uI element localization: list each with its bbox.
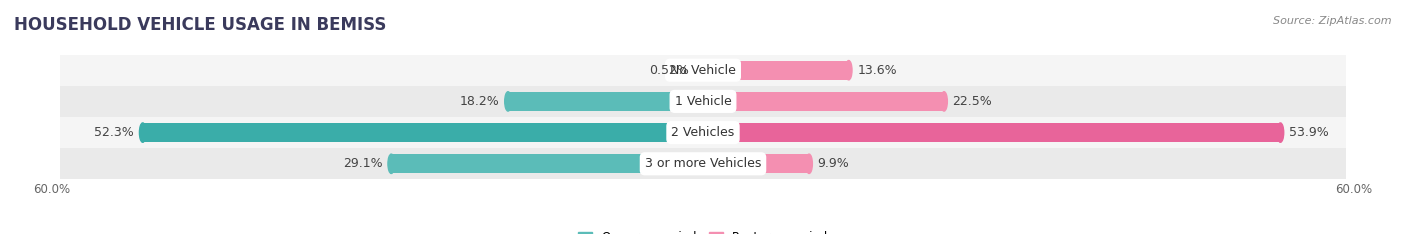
Text: HOUSEHOLD VEHICLE USAGE IN BEMISS: HOUSEHOLD VEHICLE USAGE IN BEMISS [14, 16, 387, 34]
Text: 52.3%: 52.3% [94, 126, 134, 139]
Text: 60.0%: 60.0% [34, 183, 70, 196]
Circle shape [700, 154, 706, 173]
Circle shape [505, 92, 512, 111]
Legend: Owner-occupied, Renter-occupied: Owner-occupied, Renter-occupied [572, 226, 834, 234]
Circle shape [700, 154, 706, 173]
Circle shape [695, 61, 700, 80]
Bar [391, 154, 703, 173]
Bar [60, 117, 1346, 148]
Text: No Vehicle: No Vehicle [671, 64, 735, 77]
Text: 3 or more Vehicles: 3 or more Vehicles [645, 157, 761, 170]
Text: 22.5%: 22.5% [953, 95, 993, 108]
Bar [143, 123, 703, 142]
Circle shape [700, 61, 706, 80]
Text: 53.9%: 53.9% [1289, 126, 1329, 139]
Text: 29.1%: 29.1% [343, 157, 382, 170]
Circle shape [1277, 123, 1284, 142]
Text: 13.6%: 13.6% [858, 64, 897, 77]
Bar [703, 123, 1281, 142]
Bar [703, 154, 808, 173]
Text: 60.0%: 60.0% [1336, 183, 1372, 196]
Bar [703, 92, 943, 111]
Bar [703, 61, 849, 80]
Text: 0.52%: 0.52% [650, 64, 689, 77]
Bar [60, 148, 1346, 179]
Circle shape [388, 154, 395, 173]
Circle shape [700, 61, 706, 80]
Bar [697, 61, 703, 80]
Circle shape [941, 92, 948, 111]
Circle shape [700, 92, 706, 111]
Text: 9.9%: 9.9% [818, 157, 849, 170]
Bar [60, 86, 1346, 117]
Text: 1 Vehicle: 1 Vehicle [675, 95, 731, 108]
Circle shape [700, 123, 706, 142]
Circle shape [139, 123, 146, 142]
Text: 2 Vehicles: 2 Vehicles [672, 126, 734, 139]
Bar [508, 92, 703, 111]
Circle shape [845, 61, 852, 80]
Text: 18.2%: 18.2% [460, 95, 499, 108]
Circle shape [806, 154, 813, 173]
Circle shape [700, 92, 706, 111]
Text: Source: ZipAtlas.com: Source: ZipAtlas.com [1274, 16, 1392, 26]
Bar [60, 55, 1346, 86]
Circle shape [700, 123, 706, 142]
